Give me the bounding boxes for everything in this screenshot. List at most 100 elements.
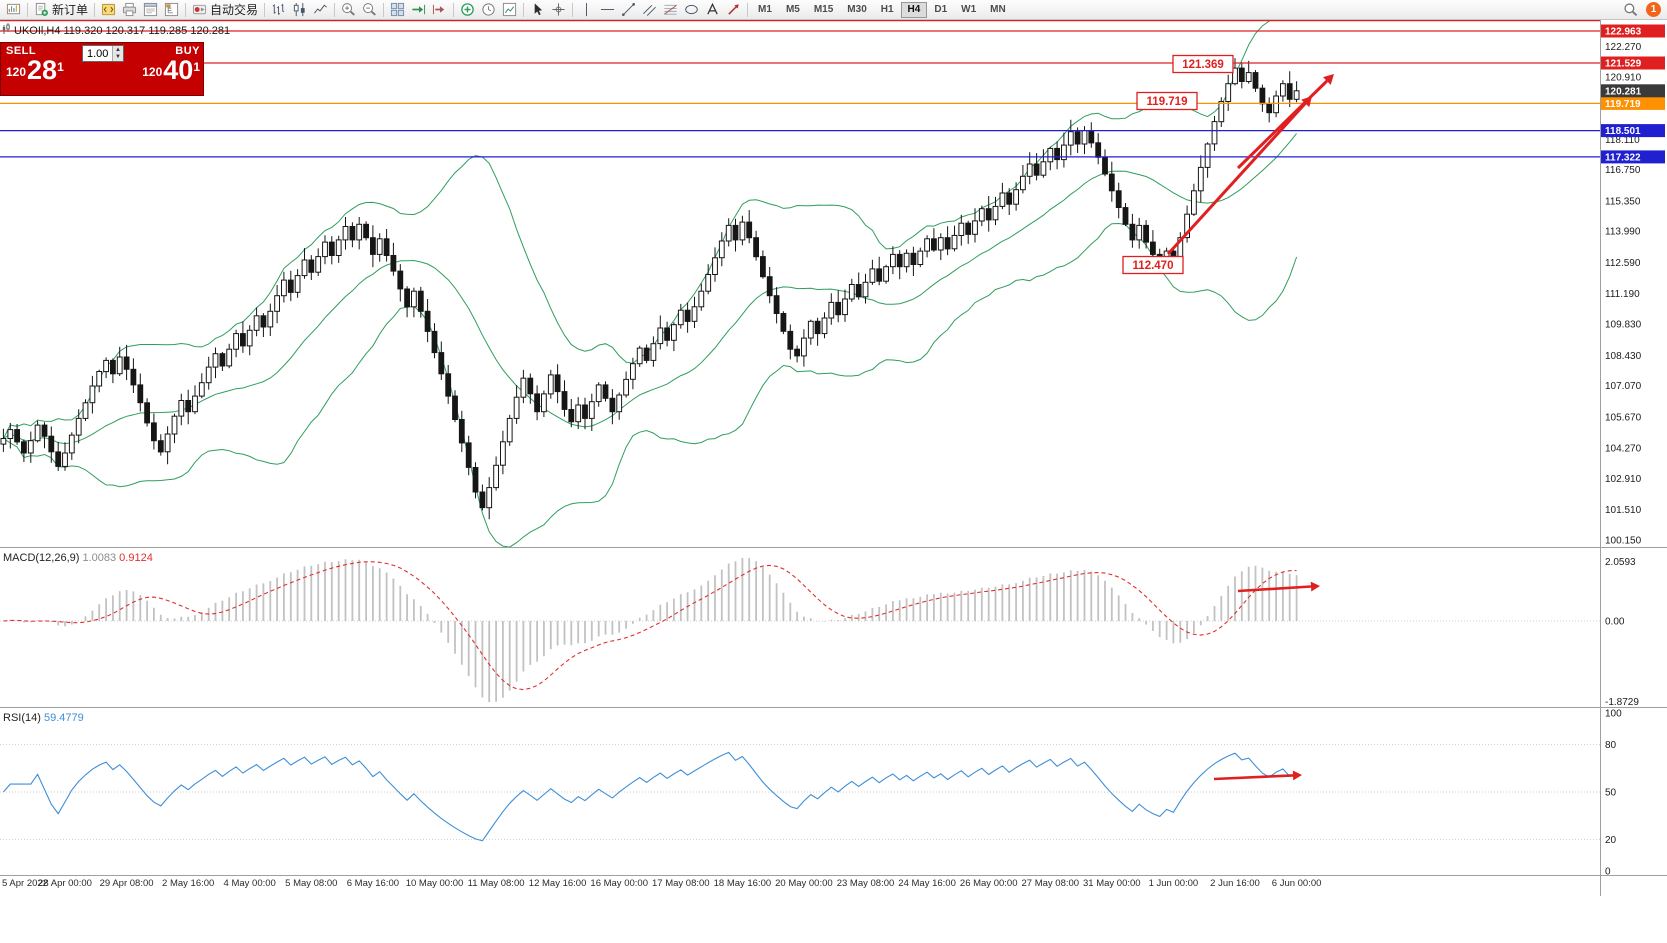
price-axis[interactable]: 122.270 120.910 118.110 116.750 115.350 113.9… bbox=[1600, 20, 1666, 896]
periods-button[interactable] bbox=[478, 1, 499, 19]
timeframe-h4-button[interactable]: H4 bbox=[900, 1, 928, 18]
tile-windows-icon bbox=[390, 2, 405, 17]
price-annotations[interactable]: 121.369 119.719 112.470 bbox=[1122, 54, 1234, 275]
svg-text:29 Apr 08:00: 29 Apr 08:00 bbox=[100, 878, 154, 889]
bollinger-bands bbox=[2, 20, 1298, 547]
tile-windows-button[interactable] bbox=[387, 1, 408, 19]
new-order-button[interactable]: 新订单 bbox=[31, 1, 91, 19]
fibonacci-button[interactable] bbox=[660, 1, 681, 19]
ohlc-info: UKOIl,H4 119.320 120.317 119.285 120.281 bbox=[2, 23, 230, 37]
svg-text:105.670: 105.670 bbox=[1605, 412, 1642, 423]
bear-candles bbox=[14, 67, 1293, 509]
rsi-arrow[interactable] bbox=[1213, 770, 1302, 781]
timeframe-m15-button[interactable]: M15 bbox=[807, 2, 840, 18]
buy-button[interactable]: BUY 120 40 1 bbox=[125, 43, 205, 95]
templates-button[interactable] bbox=[499, 1, 520, 19]
chart-shift-button[interactable] bbox=[429, 1, 450, 19]
timeframe-m1-button[interactable]: M1 bbox=[751, 2, 779, 18]
lot-spinner-down-icon[interactable]: ▼ bbox=[112, 53, 123, 61]
shapes-button[interactable] bbox=[681, 1, 702, 19]
svg-text:121.369: 121.369 bbox=[1182, 59, 1224, 71]
autotrading-icon bbox=[192, 4, 207, 15]
rsi-axis[interactable]: 100 80 50 20 0 bbox=[1605, 709, 1622, 878]
search-icon bbox=[1624, 3, 1638, 16]
notification-badge[interactable]: 1 bbox=[1646, 2, 1661, 17]
svg-text:116.750: 116.750 bbox=[1605, 165, 1641, 176]
text-icon bbox=[707, 2, 718, 15]
crosshair-button[interactable] bbox=[548, 1, 569, 19]
price-chart[interactable]: 121.369 119.719 112.470 UKOIl,H4 119.320 12… bbox=[0, 20, 1667, 943]
print-button[interactable] bbox=[119, 1, 140, 19]
sell-button[interactable]: SELL 120 28 1 bbox=[1, 43, 81, 95]
line-chart-button[interactable] bbox=[310, 1, 331, 19]
toolbar-divider bbox=[572, 2, 574, 17]
chart-window: 121.369 119.719 112.470 UKOIl,H4 119.320 12… bbox=[0, 20, 1667, 943]
horizontal-lines[interactable] bbox=[0, 20, 1600, 158]
svg-text:50: 50 bbox=[1605, 788, 1617, 799]
bar-chart-icon bbox=[272, 3, 285, 15]
svg-text:26 May 00:00: 26 May 00:00 bbox=[960, 878, 1018, 889]
svg-text:100.150: 100.150 bbox=[1605, 536, 1642, 547]
lot-spinner: ▲ ▼ bbox=[112, 46, 123, 61]
navigator-button[interactable] bbox=[161, 1, 182, 19]
toolbar-divider bbox=[383, 2, 385, 17]
macd-axis[interactable]: 2.0593 0.00 -1.8729 bbox=[1605, 557, 1639, 708]
timeframe-m30-button[interactable]: M30 bbox=[840, 2, 873, 18]
svg-text:28 Apr 00:00: 28 Apr 00:00 bbox=[38, 878, 92, 889]
svg-text:100: 100 bbox=[1605, 709, 1622, 720]
svg-text:113.990: 113.990 bbox=[1605, 227, 1641, 238]
search-button[interactable] bbox=[1620, 1, 1641, 19]
timeframe-h1-button[interactable]: H1 bbox=[874, 2, 901, 18]
zoom-out-button[interactable] bbox=[359, 1, 380, 19]
auto-scroll-icon bbox=[412, 4, 426, 15]
svg-text:16 May 00:00: 16 May 00:00 bbox=[590, 878, 648, 889]
vertical-line-button[interactable] bbox=[576, 1, 597, 19]
arrows-tool-button[interactable] bbox=[723, 1, 744, 19]
new-chart-button[interactable] bbox=[3, 1, 24, 19]
text-tool-button[interactable] bbox=[702, 1, 723, 19]
svg-text:111.190: 111.190 bbox=[1605, 289, 1640, 300]
zoom-in-button[interactable] bbox=[338, 1, 359, 19]
channel-button[interactable] bbox=[639, 1, 660, 19]
macd-arrow[interactable] bbox=[1237, 581, 1320, 593]
buy-price-big: 40 bbox=[163, 55, 194, 85]
horizontal-line-button[interactable] bbox=[597, 1, 618, 19]
autotrading-button[interactable]: 自动交易 bbox=[189, 1, 261, 19]
svg-text:101.510: 101.510 bbox=[1605, 505, 1642, 516]
svg-text:104.270: 104.270 bbox=[1605, 444, 1642, 455]
bull-candles bbox=[0, 67, 1300, 509]
lot-spinner-up-icon[interactable]: ▲ bbox=[112, 46, 123, 54]
timeframe-mn-button[interactable]: MN bbox=[983, 2, 1013, 18]
cursor-button[interactable] bbox=[527, 1, 548, 19]
bar-chart-button[interactable] bbox=[268, 1, 289, 19]
svg-text:121.529: 121.529 bbox=[1605, 59, 1642, 70]
svg-text:24 May 16:00: 24 May 16:00 bbox=[898, 878, 956, 889]
auto-scroll-button[interactable] bbox=[408, 1, 429, 19]
sell-price: 120 28 1 bbox=[6, 57, 78, 84]
toolbar-divider bbox=[523, 2, 525, 17]
buy-price: 120 40 1 bbox=[128, 55, 200, 85]
data-window-button[interactable] bbox=[140, 1, 161, 19]
new-chart-icon bbox=[6, 3, 21, 15]
panel-separators[interactable] bbox=[0, 547, 1667, 876]
arrows-icon bbox=[728, 4, 739, 15]
timeframe-m5-button[interactable]: M5 bbox=[779, 2, 807, 18]
toolbar-divider bbox=[453, 2, 455, 17]
print-icon bbox=[122, 2, 137, 17]
timeframe-d1-button[interactable]: D1 bbox=[927, 2, 954, 18]
candlestick-chart-button[interactable] bbox=[289, 1, 310, 19]
chart-shift-icon bbox=[432, 4, 445, 15]
trendline-button[interactable] bbox=[618, 1, 639, 19]
timeframe-w1-button[interactable]: W1 bbox=[954, 2, 983, 18]
metaeditor-button[interactable] bbox=[98, 1, 119, 19]
trend-arrows[interactable] bbox=[1166, 74, 1334, 256]
svg-text:6 May 16:00: 6 May 16:00 bbox=[347, 878, 399, 889]
svg-text:UKOIl,H4 119.320 120.317 119.2: UKOIl,H4 119.320 120.317 119.285 120.281 bbox=[14, 25, 230, 37]
lot-size-input[interactable]: 1.00 ▲ ▼ bbox=[82, 45, 124, 62]
svg-text:80: 80 bbox=[1605, 740, 1617, 751]
price-badge: 120.281 bbox=[1601, 84, 1665, 98]
svg-text:-1.8729: -1.8729 bbox=[1605, 697, 1639, 708]
indicators-button[interactable] bbox=[457, 1, 478, 19]
new-order-button-label: 新订单 bbox=[52, 2, 89, 17]
